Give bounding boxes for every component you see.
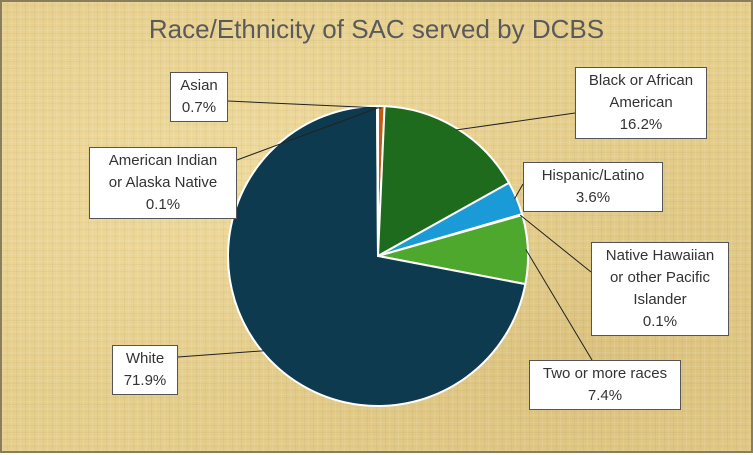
- pie-slice-american-indian-or-alaska-native: [376, 104, 379, 257]
- label-asian: Asian 0.7%: [170, 72, 228, 122]
- leader-line-black-or-african-american: [455, 112, 576, 131]
- leader-line-native-hawaiian-or-other-pacific-islander: [519, 214, 592, 273]
- label-native-hawaiian-name-1: Native Hawaiian: [605, 247, 715, 264]
- leader-line-white: [177, 350, 265, 358]
- label-black-name-2: American: [609, 94, 673, 111]
- pie-slice-black-or-african-american: [376, 105, 511, 258]
- label-hispanic: Hispanic/Latino 3.6%: [523, 162, 663, 212]
- label-american-indian: American Indian or Alaska Native 0.1%: [89, 147, 237, 219]
- label-white-value: 71.9%: [123, 372, 167, 389]
- chart-title: Race/Ethnicity of SAC served by DCBS: [148, 14, 605, 44]
- leader-line-two-or-more-races: [525, 249, 593, 361]
- label-two-or-more-name: Two or more races: [542, 365, 668, 382]
- label-native-hawaiian: Native Hawaiian or other Pacific Islande…: [591, 242, 729, 336]
- label-american-indian-name-1: American Indian: [108, 152, 218, 169]
- pie-slice-white: [227, 104, 527, 407]
- label-asian-name: Asian: [180, 77, 218, 94]
- label-white-name: White: [125, 350, 165, 367]
- label-american-indian-name-2: or Alaska Native: [108, 174, 218, 191]
- label-hispanic-name: Hispanic/Latino: [541, 167, 645, 184]
- label-black-name-1: Black or African: [588, 72, 694, 89]
- label-two-or-more: Two or more races 7.4%: [529, 360, 681, 410]
- label-asian-value: 0.7%: [181, 99, 217, 116]
- label-black-value: 16.2%: [619, 116, 663, 133]
- label-american-indian-value: 0.1%: [145, 196, 181, 213]
- leader-line-american-indian-or-alaska-native: [236, 107, 378, 161]
- label-native-hawaiian-name-2: or other Pacific: [609, 269, 711, 286]
- label-native-hawaiian-value: 0.1%: [642, 313, 678, 330]
- leader-line-asian: [227, 100, 382, 109]
- label-black: Black or African American 16.2%: [575, 67, 707, 139]
- label-hispanic-value: 3.6%: [575, 189, 611, 206]
- label-white: White 71.9%: [112, 345, 178, 395]
- label-native-hawaiian-name-3: Islander: [633, 291, 687, 308]
- label-two-or-more-value: 7.4%: [587, 387, 623, 404]
- leader-line-hispanic-latino: [514, 183, 524, 200]
